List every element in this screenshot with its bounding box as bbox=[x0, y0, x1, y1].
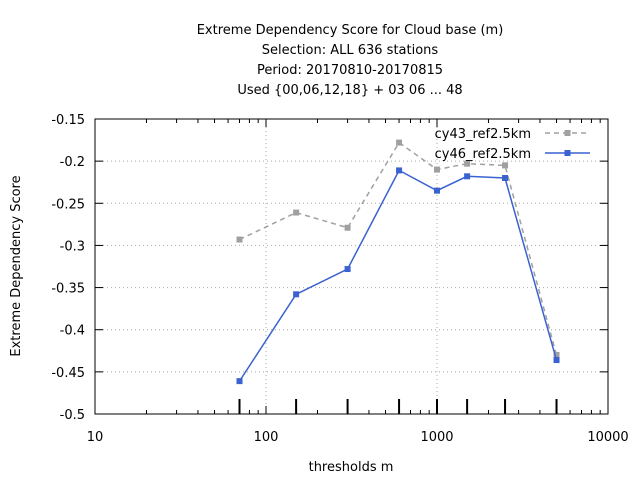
title-line-3: Period: 20170810-20170815 bbox=[257, 63, 443, 78]
title-line-2: Selection: ALL 636 stations bbox=[262, 43, 439, 58]
data-point bbox=[293, 209, 300, 216]
data-point bbox=[344, 266, 351, 273]
y-tick-label: -0.15 bbox=[51, 113, 85, 128]
y-tick-label: -0.4 bbox=[60, 324, 85, 339]
y-axis-label: Extreme Dependency Score bbox=[9, 175, 24, 356]
x-axis-label: thresholds m bbox=[309, 460, 394, 475]
grid bbox=[95, 119, 608, 414]
y-tick-label: -0.2 bbox=[60, 155, 85, 170]
data-point bbox=[236, 236, 243, 243]
data-point bbox=[464, 173, 471, 180]
series bbox=[236, 139, 560, 385]
y-tick-label: -0.25 bbox=[51, 197, 85, 212]
threshold-markers bbox=[238, 399, 558, 414]
series-2 bbox=[236, 167, 560, 385]
title-line-4: Used {00,06,12,18} + 03 06 ... 48 bbox=[237, 83, 462, 98]
data-point bbox=[464, 160, 471, 167]
data-point bbox=[344, 224, 351, 231]
data-point bbox=[502, 175, 509, 181]
y-tick-label: -0.5 bbox=[60, 408, 85, 423]
title-line-1: Extreme Dependency Score for Cloud base … bbox=[197, 23, 504, 38]
x-tick-label: 100 bbox=[254, 430, 279, 445]
y-tick-label: -0.35 bbox=[51, 282, 85, 297]
data-point bbox=[434, 187, 440, 194]
data-point bbox=[434, 166, 440, 173]
axes: -0.5 -0.45 -0.4 -0.35 -0.3 -0.25 -0.2 -0.15 10 10… bbox=[51, 113, 628, 445]
y-tick-label: -0.45 bbox=[51, 366, 85, 381]
series-line bbox=[239, 141, 558, 356]
legend: cy43_ref2.5km cy46_ref2.5km bbox=[435, 127, 590, 162]
legend-label: cy46_ref2.5km bbox=[435, 147, 531, 162]
x-tick-label: 10000 bbox=[587, 430, 628, 445]
y-tick-label: -0.3 bbox=[60, 239, 85, 254]
data-point bbox=[293, 291, 300, 298]
series-1 bbox=[236, 139, 560, 358]
data-point bbox=[553, 357, 560, 364]
legend-label: cy43_ref2.5km bbox=[435, 127, 531, 142]
x-tick-label: 10 bbox=[87, 430, 104, 445]
legend-swatch-point bbox=[564, 150, 571, 156]
series-line bbox=[238, 169, 558, 382]
chart-title: Extreme Dependency Score for Cloud base … bbox=[197, 23, 504, 98]
x-tick-label: 1000 bbox=[420, 430, 453, 445]
data-point bbox=[396, 167, 403, 174]
data-point bbox=[553, 352, 560, 358]
data-point bbox=[396, 139, 403, 146]
data-point bbox=[236, 378, 243, 385]
legend-swatch-point bbox=[564, 130, 571, 136]
data-point bbox=[502, 162, 509, 169]
plot-frame bbox=[94, 118, 609, 415]
